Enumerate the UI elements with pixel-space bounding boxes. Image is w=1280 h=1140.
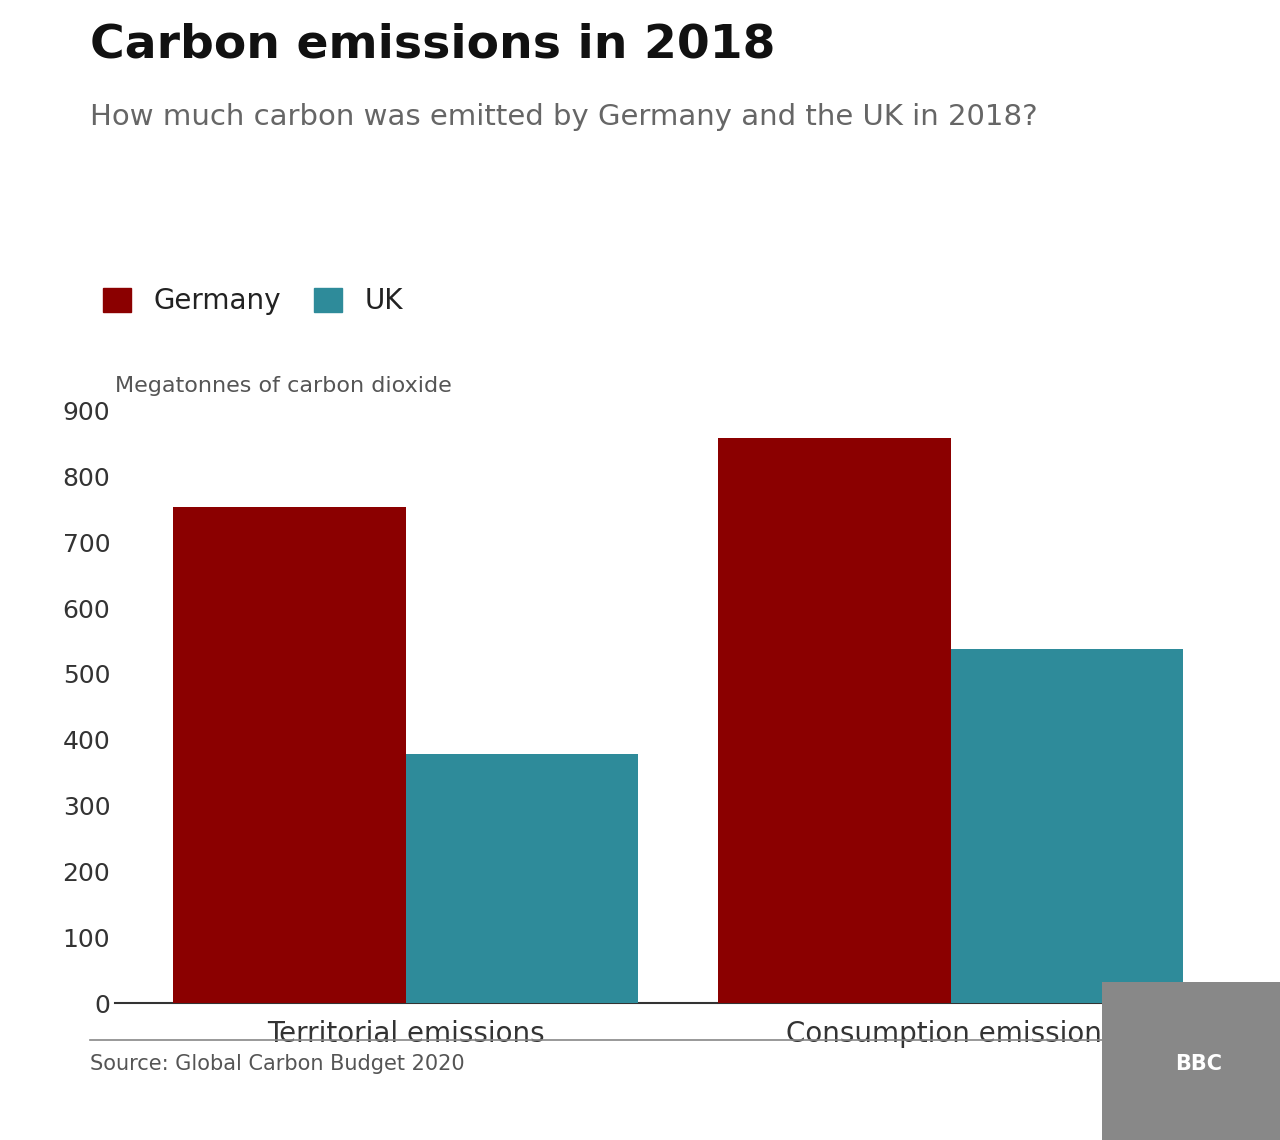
Text: How much carbon was emitted by Germany and the UK in 2018?: How much carbon was emitted by Germany a… <box>90 103 1037 131</box>
Text: Megatonnes of carbon dioxide: Megatonnes of carbon dioxide <box>115 375 452 396</box>
Bar <box>173 506 406 1003</box>
Bar <box>951 650 1184 1003</box>
Legend: Germany, UK: Germany, UK <box>104 287 403 316</box>
Bar <box>406 755 639 1003</box>
Text: BBC: BBC <box>1175 1054 1222 1075</box>
Text: Source: Global Carbon Budget 2020: Source: Global Carbon Budget 2020 <box>90 1054 465 1075</box>
Text: Carbon emissions in 2018: Carbon emissions in 2018 <box>90 23 774 67</box>
Bar <box>718 438 951 1003</box>
